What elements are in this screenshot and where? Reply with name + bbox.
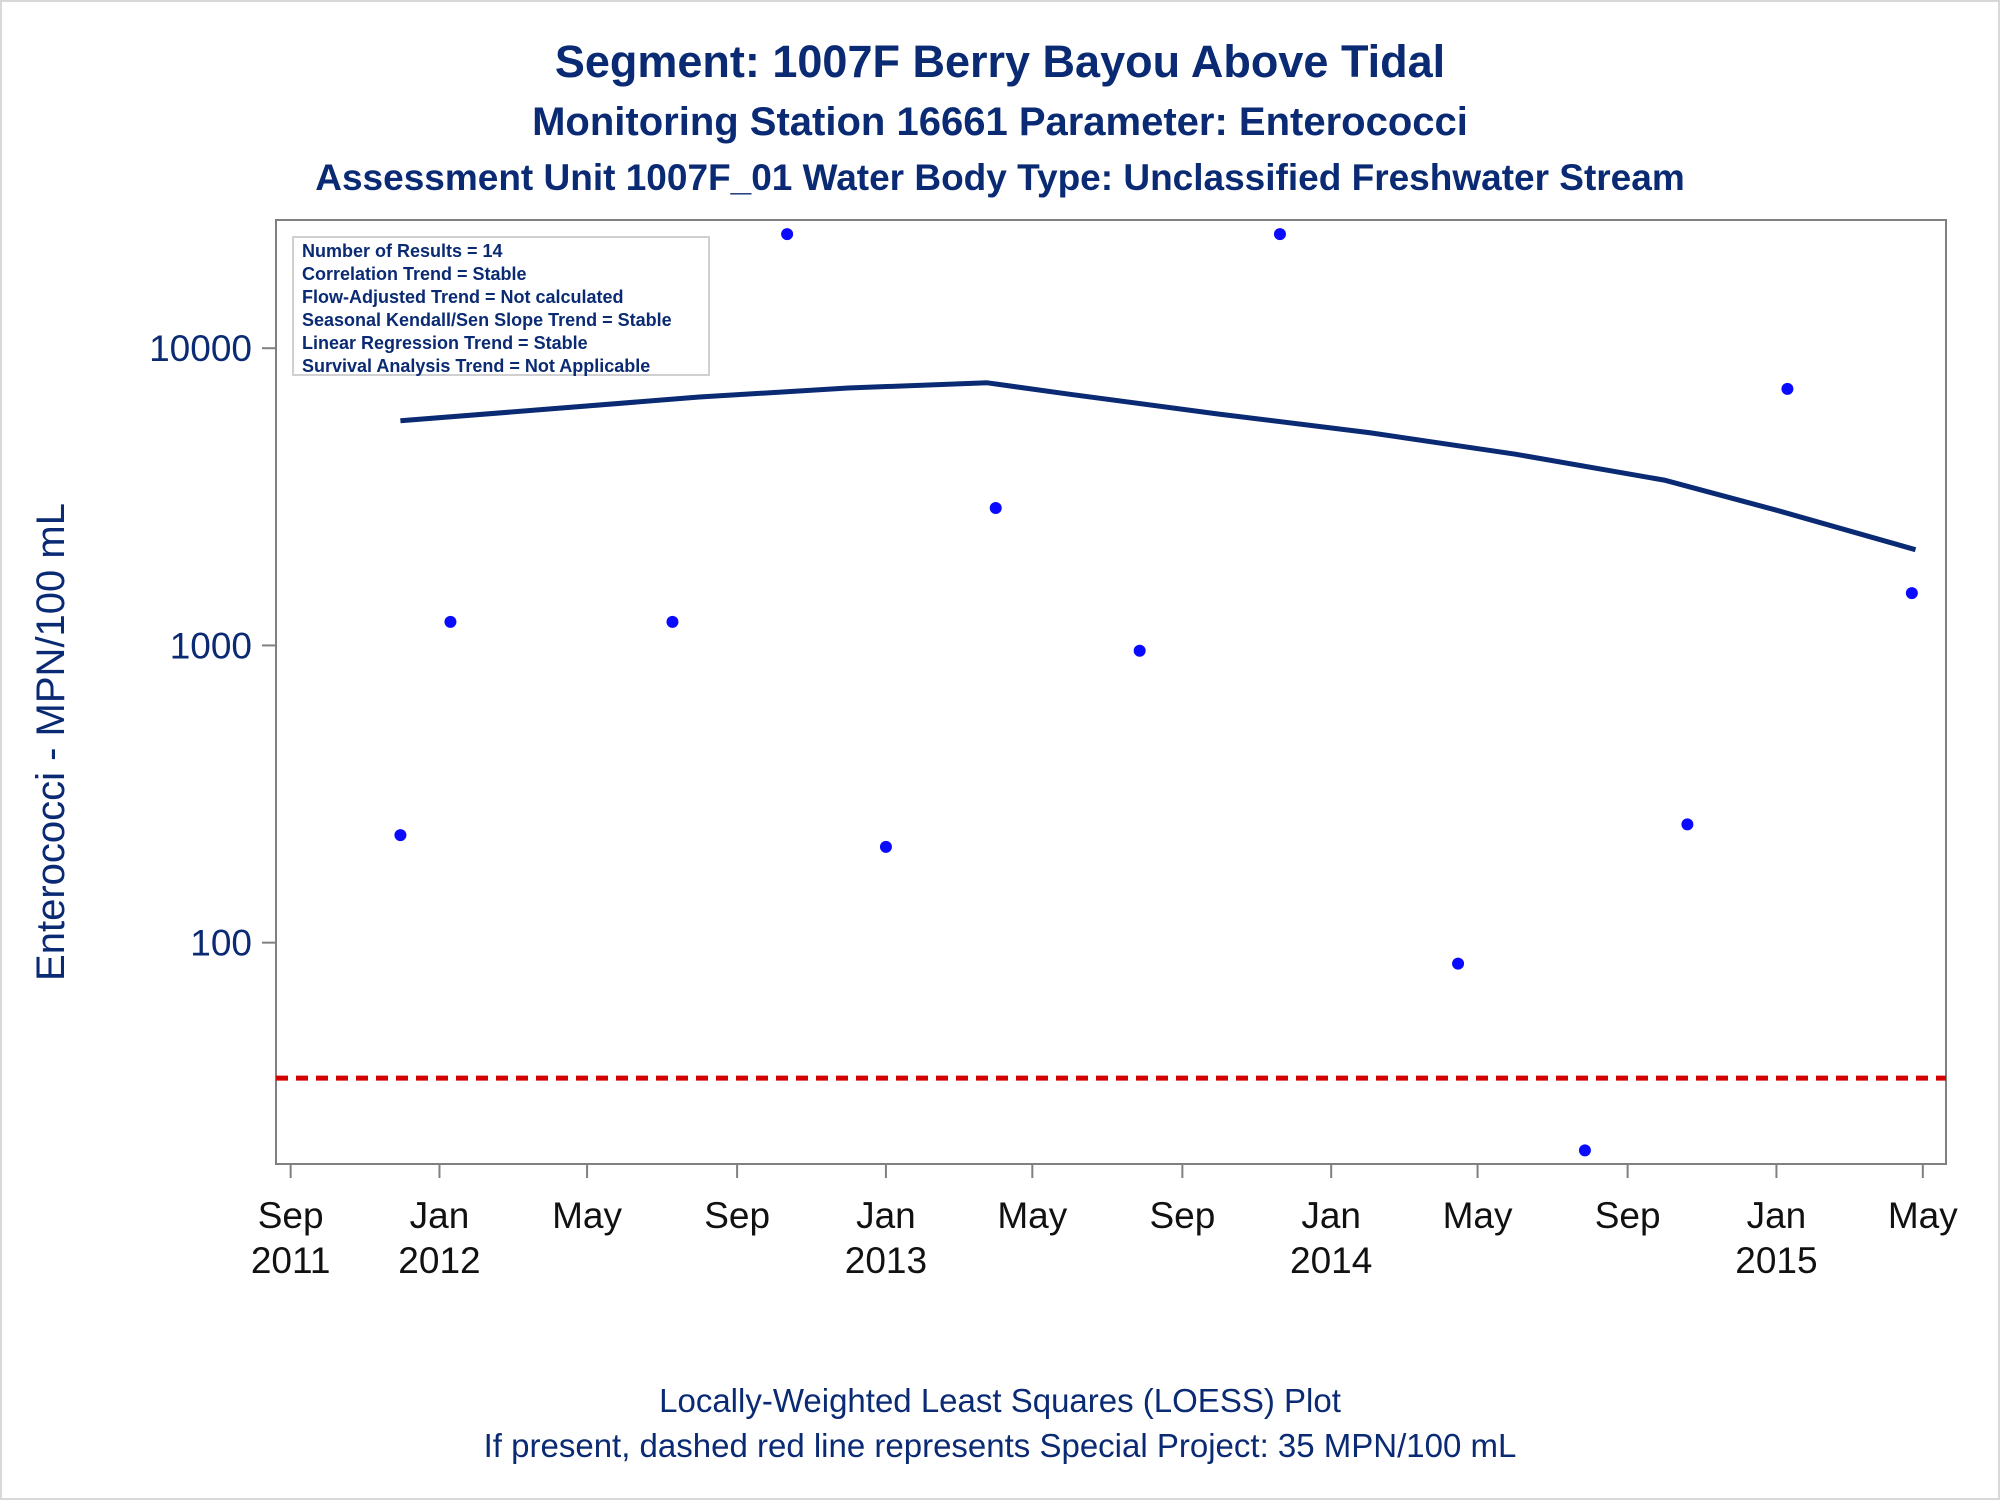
stats-line-survival: Survival Analysis Trend = Not Applicable — [302, 356, 651, 376]
data-point — [1681, 818, 1694, 831]
data-point — [444, 615, 457, 628]
x-tick-year-label: 2012 — [398, 1240, 480, 1281]
chart-title: Segment: 1007F Berry Bayou Above Tidal — [554, 36, 1446, 87]
stats-line-linear-regression: Linear Regression Trend = Stable — [302, 333, 588, 353]
x-tick-year-label: 2015 — [1735, 1240, 1817, 1281]
y-tick-label: 1000 — [170, 625, 252, 666]
stats-line-seasonal-kendall: Seasonal Kendall/Sen Slope Trend = Stabl… — [302, 310, 672, 330]
x-tick-label: Sep — [1149, 1195, 1215, 1236]
y-axis-label: Enterococci - MPN/100 mL — [29, 503, 73, 981]
x-tick-label: May — [1443, 1195, 1513, 1236]
stats-line-flow-adjusted: Flow-Adjusted Trend = Not calculated — [302, 287, 624, 307]
x-tick-label: Jan — [410, 1195, 470, 1236]
chart-subtitle-2: Assessment Unit 1007F_01 Water Body Type… — [315, 157, 1685, 198]
data-point — [1133, 644, 1146, 657]
data-point — [879, 840, 892, 853]
x-tick-label: Sep — [704, 1195, 770, 1236]
data-point — [1905, 587, 1918, 600]
plot-frame — [275, 219, 1947, 1165]
x-tick-label: Jan — [856, 1195, 916, 1236]
footnote-reference-line: If present, dashed red line represents S… — [483, 1427, 1517, 1464]
loess-curve — [400, 380, 1917, 553]
footnote-loess: Locally-Weighted Least Squares (LOESS) P… — [659, 1382, 1341, 1419]
stats-line-results: Number of Results = 14 — [302, 241, 503, 261]
x-tick-label: Jan — [1301, 1195, 1361, 1236]
stats-box: Number of Results = 14 Correlation Trend… — [292, 236, 710, 376]
x-tick-label: May — [997, 1195, 1067, 1236]
x-tick-year-label: 2014 — [1290, 1240, 1372, 1281]
x-tick-label: May — [552, 1195, 622, 1236]
data-point — [1273, 228, 1286, 241]
data-point — [1452, 957, 1465, 970]
x-tick-label: May — [1888, 1195, 1958, 1236]
x-tick-label: Sep — [258, 1195, 324, 1236]
data-point — [781, 228, 794, 241]
chart-subtitle: Monitoring Station 16661 Parameter: Ente… — [532, 100, 1468, 144]
data-point — [666, 615, 679, 628]
data-point — [989, 501, 1002, 514]
x-tick-year-label: 2011 — [251, 1240, 331, 1281]
y-tick-label: 100 — [190, 923, 252, 964]
x-tick-year-label: 2013 — [845, 1240, 927, 1281]
data-point — [1781, 382, 1794, 395]
data-point — [1578, 1144, 1591, 1157]
x-tick-label: Sep — [1595, 1195, 1661, 1236]
data-point — [394, 829, 407, 842]
x-tick-label: Jan — [1747, 1195, 1807, 1236]
y-tick-label: 10000 — [149, 328, 252, 369]
stats-line-correlation: Correlation Trend = Stable — [302, 264, 527, 284]
